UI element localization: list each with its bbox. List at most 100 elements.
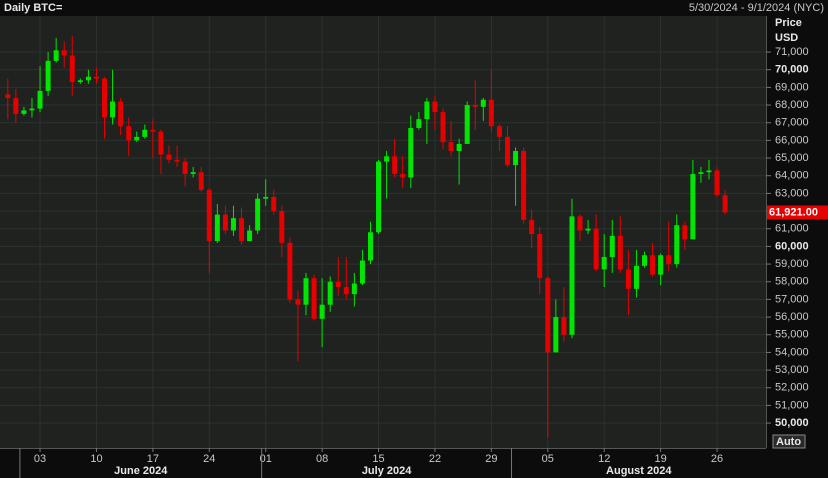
candle-body (521, 150, 527, 220)
auto-button-frame[interactable] (772, 434, 806, 449)
candle-body (569, 216, 575, 335)
candle-body (625, 269, 631, 289)
month-label: August 2024 (606, 465, 672, 477)
candle-body (609, 235, 615, 258)
y-tick-label: 57,000 (775, 293, 809, 305)
candle-body (456, 143, 462, 151)
candle-body (424, 101, 430, 120)
candle-body (93, 76, 99, 79)
candle-body (448, 142, 454, 151)
candle-body (432, 101, 438, 113)
candle-body (126, 126, 132, 141)
x-tick-label: 26 (711, 453, 723, 465)
y-tick-label: 64,000 (775, 170, 809, 182)
candle-body (303, 278, 309, 305)
candle-body (504, 136, 510, 166)
candle-body (674, 225, 680, 265)
candle-body (279, 211, 285, 243)
candle-body (408, 128, 414, 178)
x-tick-label: 01 (260, 453, 272, 465)
candle-body (118, 101, 124, 127)
candle-body (335, 281, 341, 288)
candle-body (553, 317, 559, 353)
x-tick-label: 10 (90, 453, 102, 465)
candle-body (488, 99, 494, 127)
y-tick-label: 53,000 (775, 364, 809, 376)
candle-body (642, 255, 648, 266)
y-tick-label: 66,000 (775, 134, 809, 146)
candle-body (359, 260, 365, 284)
candle-body (142, 129, 148, 137)
candle-body (392, 156, 398, 174)
candle-body (21, 110, 27, 114)
candle-body (706, 170, 712, 173)
candle-body (319, 304, 325, 319)
candle-body (110, 101, 116, 118)
candle-body (585, 228, 591, 231)
candle-body (513, 150, 519, 166)
y-tick-label: 56,000 (775, 311, 809, 323)
x-tick-label: 19 (655, 453, 667, 465)
candle-body (722, 195, 728, 213)
candle-body (577, 216, 583, 231)
y-tick-label: 65,000 (775, 152, 809, 164)
candle-body (222, 214, 228, 231)
candle-body (271, 196, 277, 212)
candle-body (714, 170, 720, 196)
candle-body (351, 283, 357, 295)
candle-body (247, 230, 253, 242)
candle-body (45, 60, 51, 91)
candle-body (5, 94, 11, 98)
y-tick-label: 69,000 (775, 81, 809, 93)
candle-body (29, 108, 35, 111)
candle-body (666, 255, 672, 265)
candle-body (464, 105, 470, 144)
y-tick-label: 60,000 (775, 240, 809, 252)
candle-body (198, 172, 204, 190)
y-tick-label: 63,000 (775, 187, 809, 199)
candle-body (61, 50, 67, 56)
candle-body (384, 156, 390, 162)
candle-body (255, 198, 261, 231)
x-tick-label: 17 (147, 453, 159, 465)
auto-button-label[interactable]: Auto (776, 436, 801, 448)
candle-body (367, 232, 373, 261)
y-tick-label: 52,000 (775, 382, 809, 394)
candle-body (190, 172, 196, 174)
candle-body (690, 173, 696, 240)
candle-body (69, 55, 75, 83)
candle-body (633, 265, 639, 289)
x-tick-label: 24 (203, 453, 215, 465)
candle-body (698, 172, 704, 174)
candle-body (102, 78, 108, 118)
x-tick-label: 08 (316, 453, 328, 465)
y-tick-label: 51,000 (775, 399, 809, 411)
candle-body (206, 189, 212, 242)
y-tick-label: 50,000 (775, 417, 809, 429)
y-tick-label: 68,000 (775, 99, 809, 111)
candle-body (400, 173, 406, 178)
auto-button[interactable]: Auto (772, 434, 806, 449)
candle-body (85, 76, 91, 81)
month-label: July 2024 (362, 465, 412, 477)
y-tick-label: 55,000 (775, 329, 809, 341)
candle-body (650, 255, 656, 275)
candle-body (166, 154, 172, 160)
candle-body (472, 105, 478, 107)
plot-area (0, 16, 766, 448)
candle-body (174, 159, 180, 162)
y-axis-label: Price (775, 17, 802, 29)
candle-body (376, 161, 382, 233)
candle-body (158, 131, 164, 155)
x-tick-label: 05 (542, 453, 554, 465)
candle-body (682, 225, 688, 240)
candle-body (343, 287, 349, 295)
candle-body (617, 235, 623, 270)
candle-body (287, 242, 293, 300)
candle-body (13, 97, 19, 114)
month-label: June 2024 (114, 465, 168, 477)
chart-subtitle: 5/30/2024 - 9/1/2024 (NYC) (689, 2, 824, 14)
candle-body (480, 99, 486, 107)
